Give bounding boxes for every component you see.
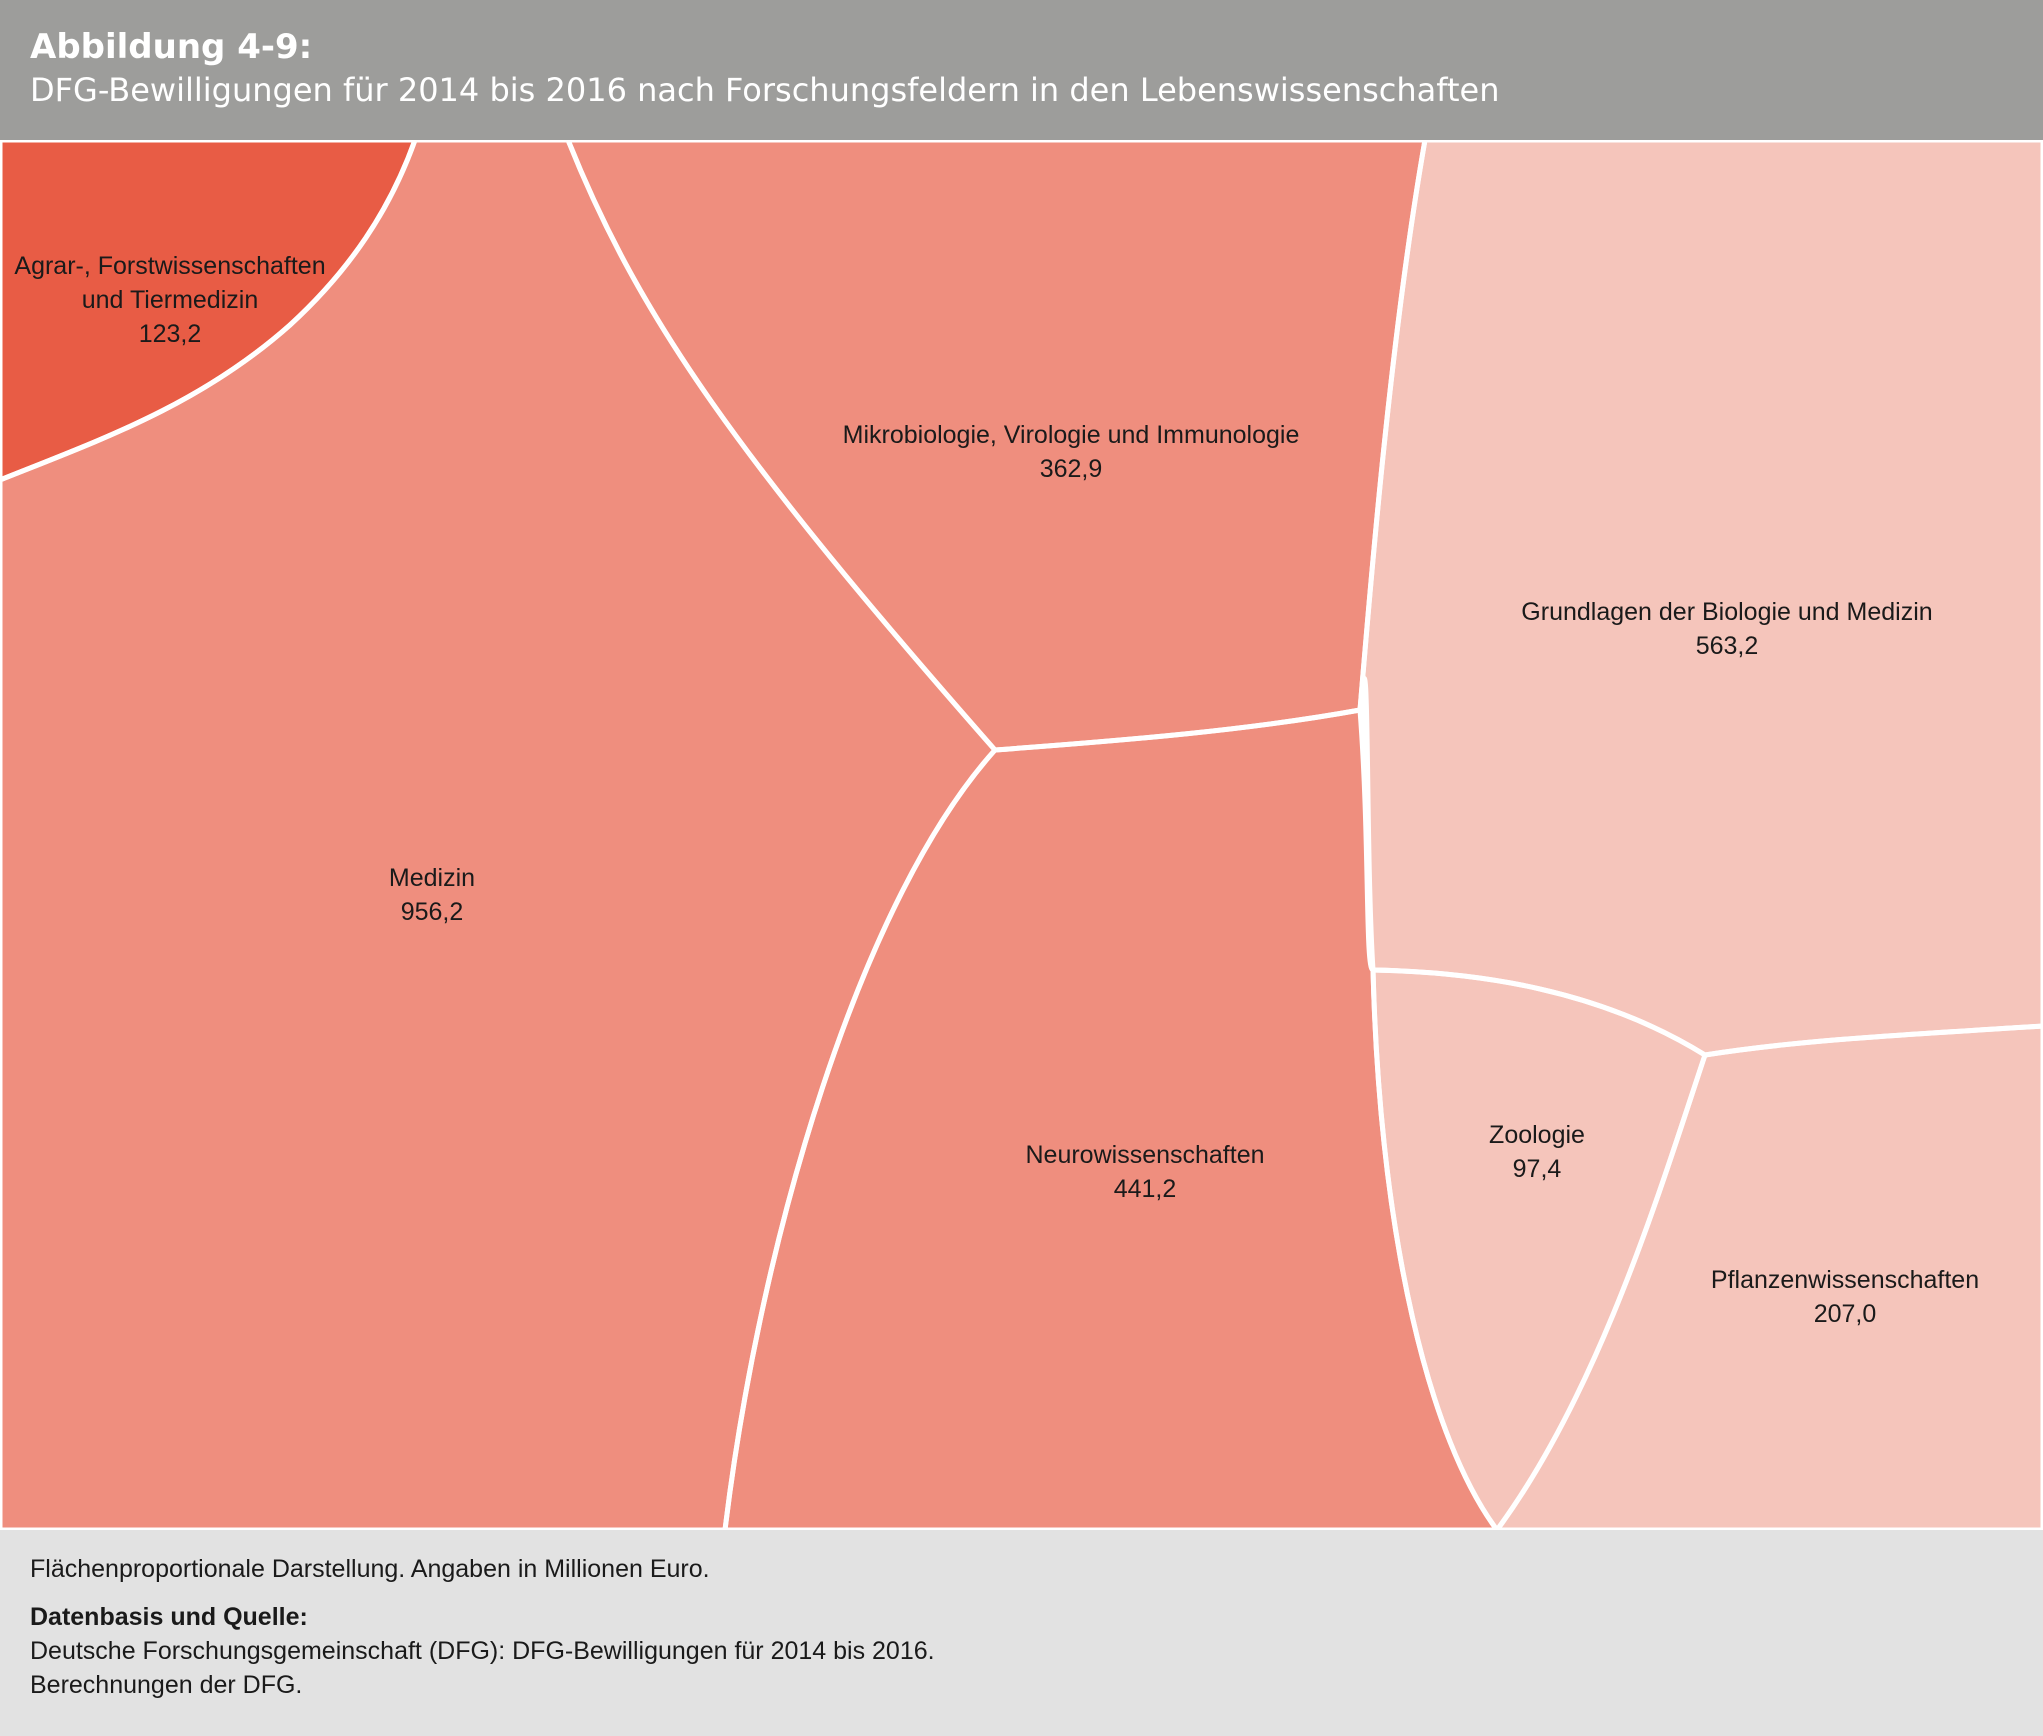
figure-title: DFG-Bewilligungen für 2014 bis 2016 nach… bbox=[30, 71, 1500, 109]
figure-footer: Flächenproportionale Darstellung. Angabe… bbox=[0, 1530, 2043, 1736]
figure-number: Abbildung 4-9: bbox=[30, 27, 313, 67]
cell-label: Neurowissenschaften 441,2 bbox=[1025, 1138, 1264, 1206]
treemap-chart: Agrar-, Forstwissenschaften und Tiermediz… bbox=[0, 140, 2043, 1530]
cell-name: Agrar-, Forstwissenschaften bbox=[14, 252, 326, 280]
figure-header: Abbildung 4-9: DFG-Bewilligungen für 201… bbox=[0, 0, 2043, 140]
treemap-cell-pflanzenwissenschaften bbox=[1497, 1026, 2043, 1530]
source-heading: Datenbasis und Quelle: bbox=[30, 1603, 308, 1631]
cell-value: 97,4 bbox=[1512, 1155, 1562, 1183]
cell-label: Agrar-, Forstwissenschaften und Tiermediz… bbox=[14, 249, 325, 351]
cell-name: Grundlagen der Biologie und Medizin bbox=[1521, 598, 1933, 626]
source-line: Berechnungen der DFG. bbox=[30, 1671, 303, 1699]
cell-label: Grundlagen der Biologie und Medizin 563,2 bbox=[1521, 595, 1932, 663]
cell-value: 123,2 bbox=[138, 320, 202, 348]
source-line: Deutsche Forschungsgemeinschaft (DFG): D… bbox=[30, 1637, 935, 1665]
treemap-cell-grundlagen-der-biologie-und-medizin bbox=[1360, 140, 2043, 1055]
treemap-cell-border bbox=[1494, 1023, 2043, 1530]
cell-value: 956,2 bbox=[400, 898, 464, 926]
treemap-cell-zoologie bbox=[1373, 970, 1705, 1530]
cell-value: 563,2 bbox=[1695, 632, 1759, 660]
cell-label: Medizin 956,2 bbox=[389, 861, 475, 929]
cell-value: 441,2 bbox=[1113, 1175, 1177, 1203]
cell-label: Zoologie 97,4 bbox=[1489, 1118, 1585, 1186]
treemap-cell-mikrobiologie-virologie-und-immunologie bbox=[568, 140, 1425, 750]
treemap-svg bbox=[0, 140, 2043, 1530]
treemap-cell-neurowissenschaften bbox=[725, 710, 1497, 1530]
cell-label: Mikrobiologie, Virologie und Immunologie… bbox=[843, 418, 1300, 486]
cell-name: Mikrobiologie, Virologie und Immunologie bbox=[842, 421, 1300, 449]
cell-name: Medizin bbox=[388, 864, 476, 892]
cell-name: Pflanzenwissenschaften bbox=[1710, 1266, 1980, 1294]
cell-name: Zoologie bbox=[1489, 1121, 1585, 1149]
cell-name: und Tiermedizin bbox=[81, 286, 259, 314]
treemap-cell-agrar-forstwissenschaften bbox=[0, 140, 415, 480]
cell-value: 362,9 bbox=[1039, 455, 1103, 483]
treemap-cell-medizin bbox=[0, 140, 995, 1530]
footer-note: Flächenproportionale Darstellung. Angabe… bbox=[30, 1555, 710, 1583]
cell-value: 207,0 bbox=[1813, 1300, 1877, 1328]
cell-label: Pflanzenwissenschaften 207,0 bbox=[1711, 1263, 1979, 1331]
cell-name: Neurowissenschaften bbox=[1025, 1141, 1265, 1169]
